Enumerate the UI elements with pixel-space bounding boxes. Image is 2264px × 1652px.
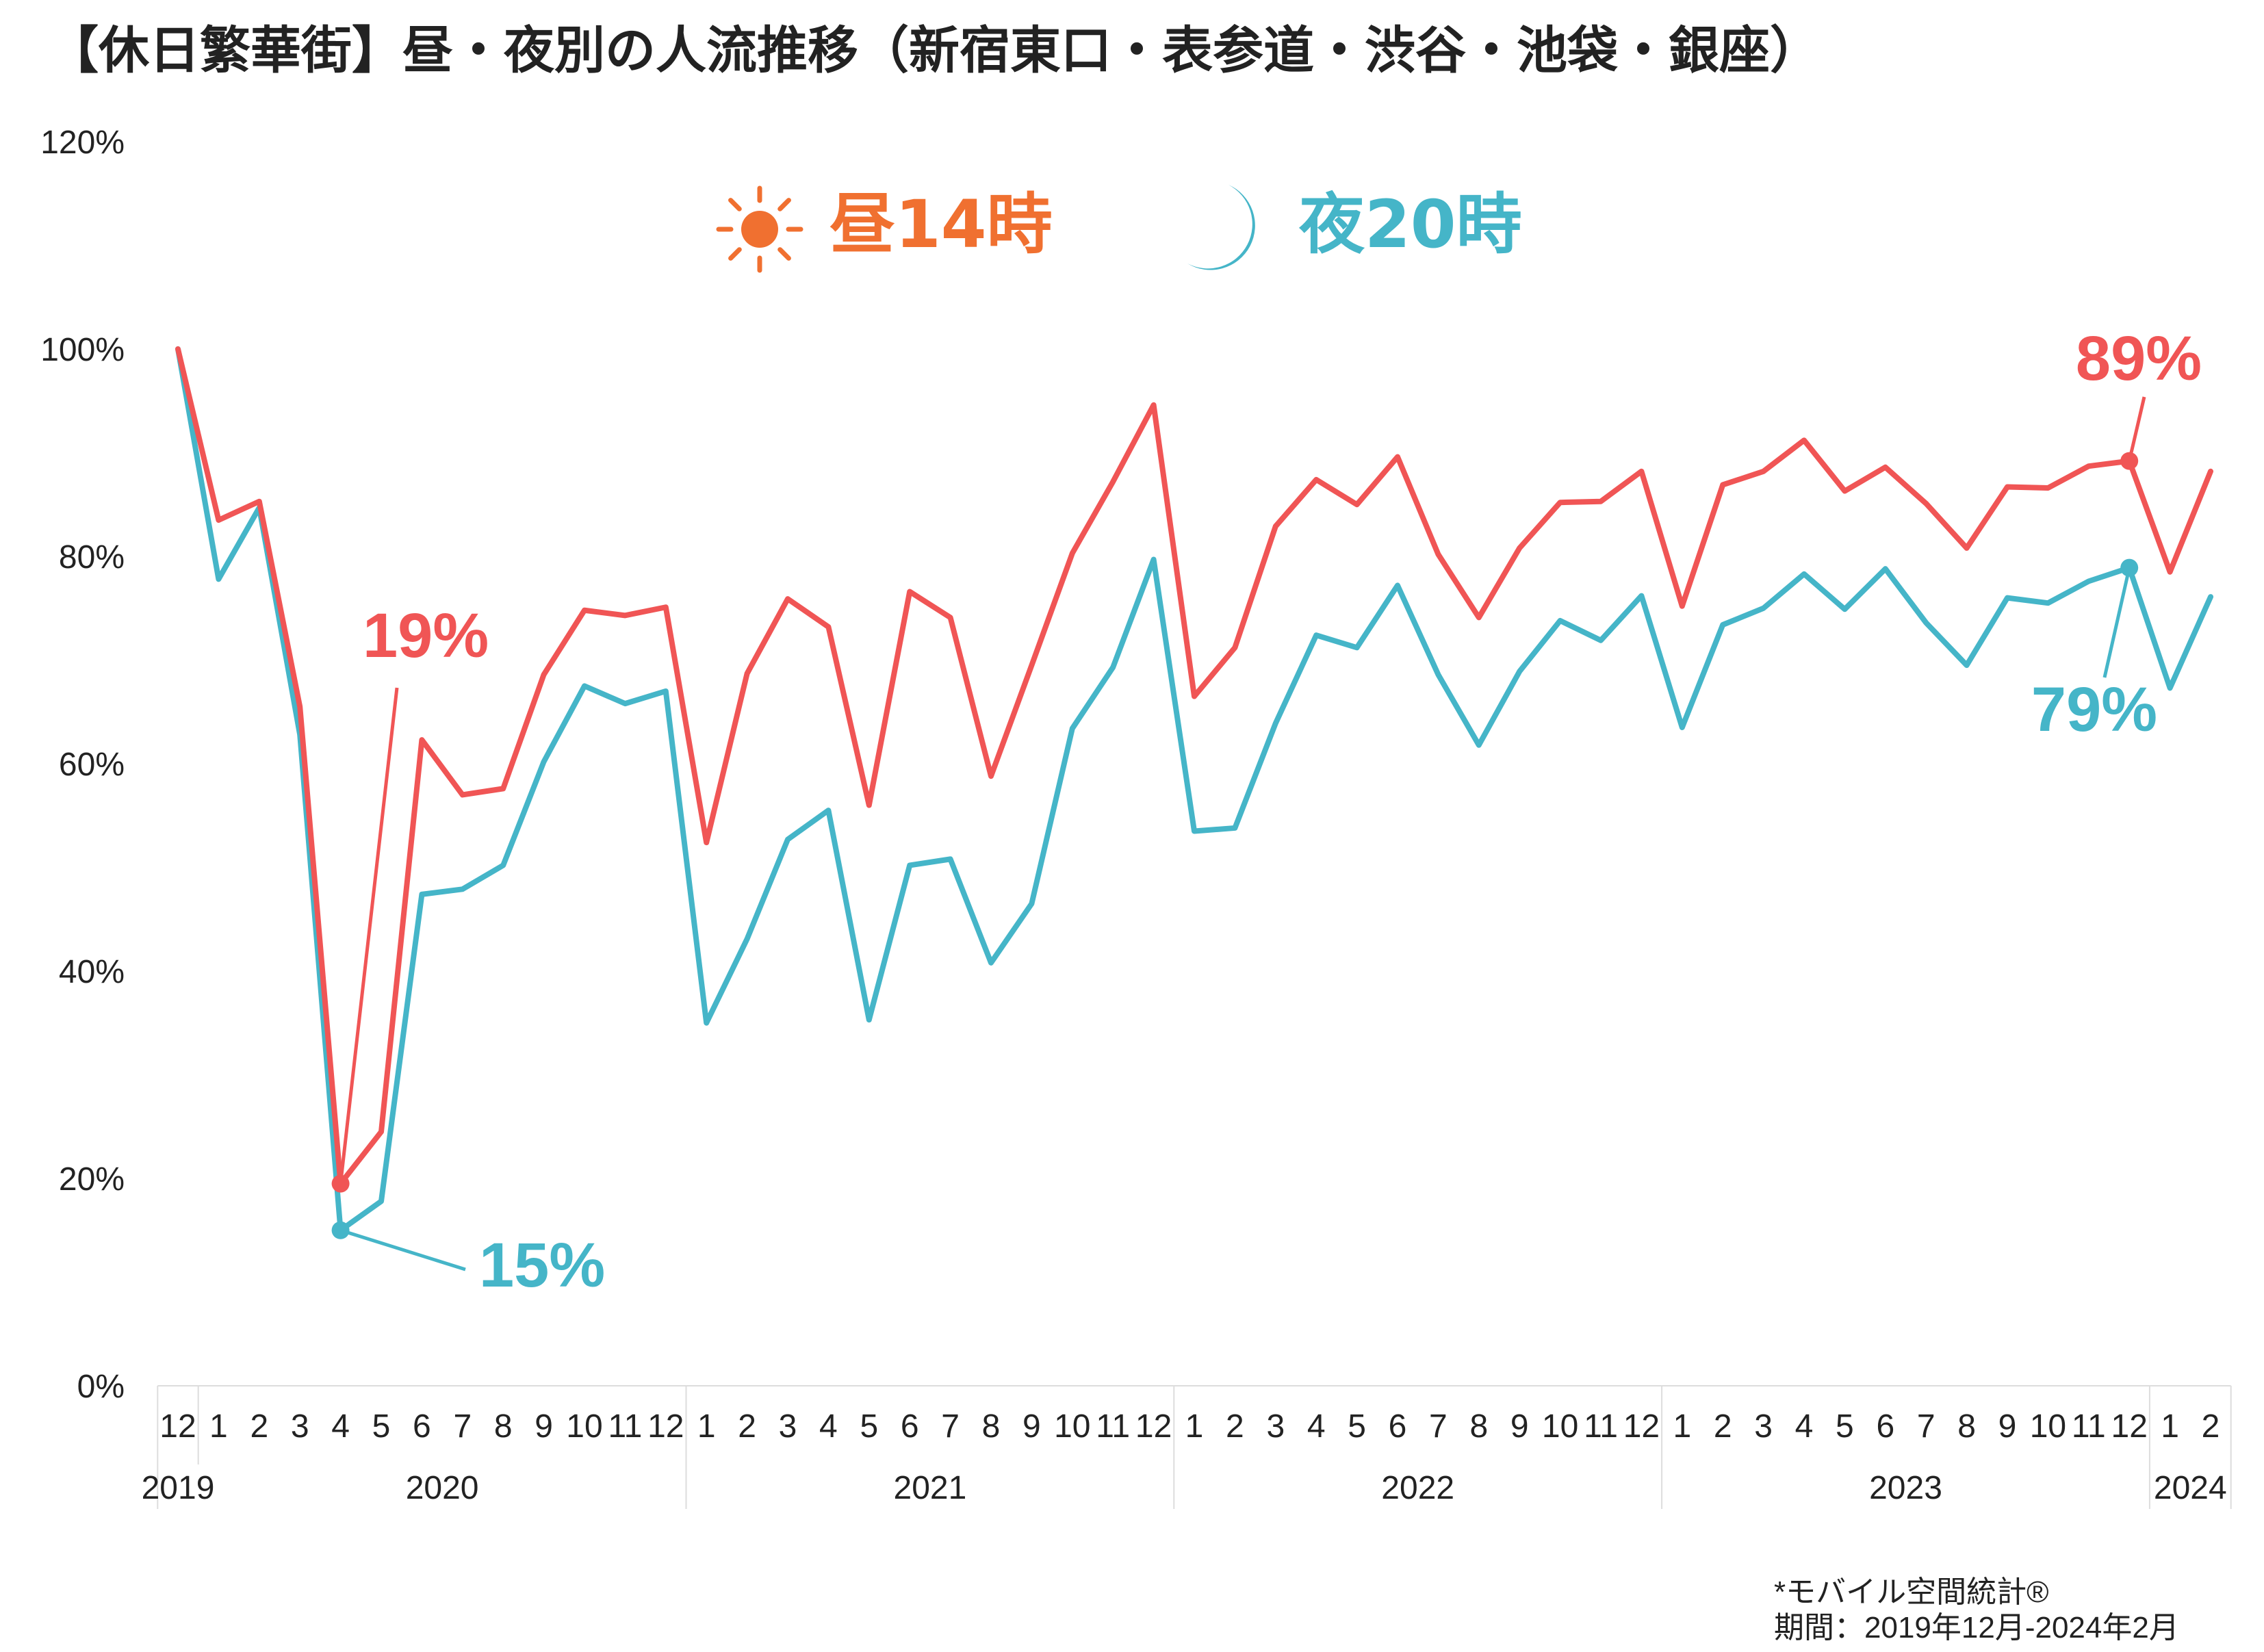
annotation-label: 89%: [2076, 324, 2202, 393]
annotation-marker: [2120, 452, 2139, 470]
annotation-marker: [331, 1221, 350, 1239]
y-tick-label: 40%: [59, 954, 125, 990]
x-tick-label: 10: [1054, 1408, 1090, 1445]
x-tick-label: 1: [1673, 1408, 1691, 1445]
x-tick-label: 10: [566, 1408, 602, 1445]
legend-night-label: 夜20時: [1299, 186, 1522, 263]
y-tick-label: 20%: [59, 1161, 125, 1198]
x-tick-label: 6: [1389, 1408, 1407, 1445]
sun-icon: [716, 185, 803, 273]
series-line: [175, 346, 2213, 1187]
moon-icon: [1187, 185, 1255, 270]
x-tick-label: 11: [2072, 1408, 2106, 1445]
x-tick-label: 5: [372, 1408, 391, 1445]
x-tick-label: 2: [1714, 1408, 1732, 1445]
x-tick-label: 11: [1096, 1408, 1130, 1445]
x-tick-label: 12: [647, 1408, 684, 1445]
x-tick-label: 6: [1876, 1408, 1894, 1445]
y-tick-label: 60%: [59, 747, 125, 783]
y-tick-label: 80%: [59, 539, 125, 576]
annotation-leader: [2127, 396, 2146, 462]
x-tick-label: 2: [250, 1408, 268, 1445]
x-tick-label: 4: [1795, 1408, 1814, 1445]
x-tick-label: 11: [608, 1408, 642, 1445]
x-tick-label: 7: [453, 1408, 472, 1445]
x-tick-label: 3: [1266, 1408, 1285, 1445]
x-tick-label: 1: [1185, 1408, 1204, 1445]
annotation-label: 19%: [363, 601, 489, 671]
x-tick-label: 12: [159, 1408, 196, 1445]
x-tick-label: 9: [1022, 1408, 1041, 1445]
x-tick-label: 6: [901, 1408, 919, 1445]
annotation-leader: [339, 1228, 466, 1272]
x-tick-label: 5: [860, 1408, 878, 1445]
x-tick-label: 2: [2202, 1408, 2220, 1445]
legend-day-label: 昼14時: [829, 186, 1053, 263]
x-tick-label: 8: [1957, 1408, 1976, 1445]
x-tick-label: 3: [779, 1408, 797, 1445]
annotation-leader: [2102, 567, 2131, 678]
y-tick-label: 0%: [77, 1369, 125, 1405]
period-note: 期間：2019年12月-2024年2月: [1774, 1611, 2179, 1644]
x-tick-label: 11: [1584, 1408, 1618, 1445]
x-tick-label: 9: [1510, 1408, 1529, 1445]
year-label: 2020: [406, 1470, 479, 1506]
x-tick-label: 6: [413, 1408, 431, 1445]
x-tick-label: 12: [2111, 1408, 2148, 1445]
annotation-marker: [2120, 558, 2139, 577]
annotation-label: 79%: [2031, 675, 2157, 745]
x-tick-label: 3: [291, 1408, 309, 1445]
series-line: [175, 346, 2213, 1233]
x-tick-label: 1: [697, 1408, 716, 1445]
x-tick-label: 9: [1998, 1408, 2017, 1445]
source-note: *モバイル空間統計®: [1774, 1575, 2049, 1609]
x-tick-label: 8: [982, 1408, 1001, 1445]
x-tick-label: 5: [1836, 1408, 1854, 1445]
x-tick-label: 12: [1623, 1408, 1660, 1445]
x-tick-label: 7: [1429, 1408, 1448, 1445]
x-tick-label: 4: [331, 1408, 350, 1445]
x-tick-label: 12: [1135, 1408, 1172, 1445]
year-label: 2022: [1381, 1470, 1454, 1506]
x-tick-label: 7: [941, 1408, 960, 1445]
year-label: 2023: [1869, 1470, 1942, 1506]
y-tick-label: 100%: [40, 332, 125, 368]
x-tick-label: 8: [1469, 1408, 1488, 1445]
x-tick-label: 10: [1542, 1408, 1578, 1445]
x-tick-label: 2: [1226, 1408, 1244, 1445]
x-tick-label: 4: [1307, 1408, 1326, 1445]
year-label: 2024: [2154, 1470, 2227, 1506]
x-tick-label: 10: [2030, 1408, 2066, 1445]
x-tick-label: 3: [1754, 1408, 1773, 1445]
x-tick-label: 7: [1917, 1408, 1935, 1445]
annotation-leader: [339, 687, 399, 1184]
x-tick-label: 8: [494, 1408, 513, 1445]
x-tick-label: 1: [209, 1408, 228, 1445]
year-label: 2021: [894, 1470, 967, 1506]
annotation-label: 15%: [479, 1230, 605, 1300]
x-tick-label: 2: [738, 1408, 756, 1445]
y-tick-label: 120%: [40, 125, 125, 161]
x-tick-label: 9: [535, 1408, 553, 1445]
year-label: 2019: [142, 1470, 215, 1506]
x-tick-label: 5: [1348, 1408, 1366, 1445]
annotation-marker: [331, 1174, 350, 1193]
chart-title: 【休日繁華街】昼・夜別の人流推移（新宿東口・表参道・渋谷・池袋・銀座）: [48, 21, 1821, 80]
x-tick-label: 1: [2161, 1408, 2179, 1445]
x-tick-label: 4: [819, 1408, 838, 1445]
